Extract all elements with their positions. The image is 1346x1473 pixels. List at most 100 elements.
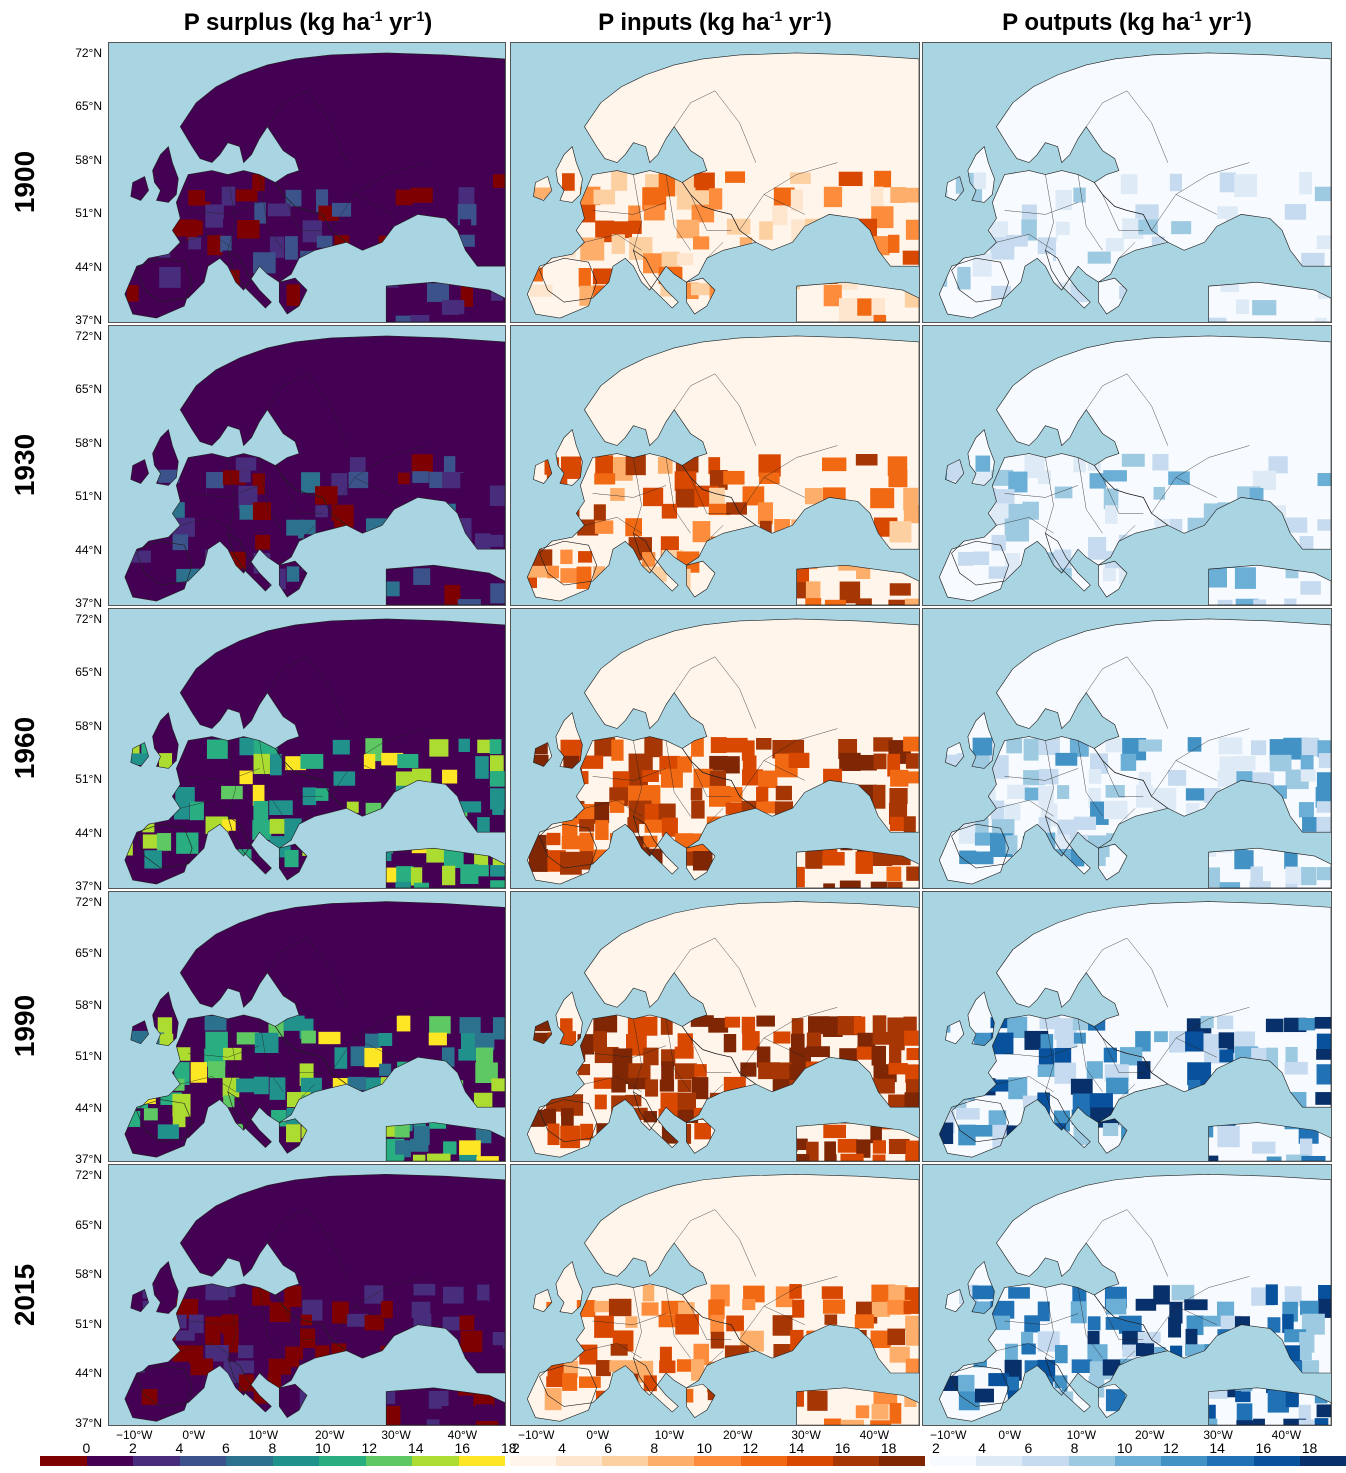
raster-cell — [142, 834, 159, 849]
colorbar-tick-label: 4 — [175, 1440, 184, 1456]
raster-cell — [459, 1140, 481, 1157]
raster-cell — [870, 1420, 892, 1425]
colorbar-swatch — [740, 1456, 787, 1466]
raster-cell — [1315, 1092, 1331, 1105]
raster-cell — [527, 567, 538, 589]
coastline — [1208, 1387, 1331, 1425]
raster-cell — [380, 1300, 393, 1319]
raster-cell — [611, 1077, 626, 1093]
raster-cell — [804, 488, 823, 505]
raster-cell — [159, 266, 181, 288]
latitude-tick-label: 58°N — [75, 997, 102, 1012]
colorbar-tick-label: 18 — [1301, 1440, 1318, 1456]
raster-cell — [872, 784, 886, 809]
raster-cell — [221, 1314, 239, 1335]
raster-cell — [1138, 739, 1162, 752]
raster-cell — [657, 457, 673, 474]
raster-cell — [758, 770, 778, 789]
raster-cell — [642, 770, 659, 782]
coastline — [1044, 532, 1091, 592]
raster-cell — [823, 883, 835, 888]
coastline — [152, 712, 179, 769]
raster-cell — [442, 1286, 464, 1304]
colorbar-swatch — [272, 1456, 319, 1466]
raster-cell — [903, 1300, 919, 1314]
raster-cell — [975, 817, 989, 838]
raster-cell — [364, 1047, 383, 1068]
raster-cell — [593, 1077, 616, 1089]
raster-cell — [1070, 1301, 1087, 1324]
raster-cell — [363, 1330, 384, 1343]
raster-cell — [642, 552, 656, 570]
raster-cell — [1314, 1016, 1331, 1029]
colorbar-tick-label: 10 — [1116, 1440, 1133, 1456]
raster-cell — [397, 1299, 421, 1310]
raster-cell — [490, 880, 505, 888]
colorbar-tick-label: 14 — [788, 1440, 805, 1456]
raster-cell — [380, 1154, 404, 1161]
raster-cell — [824, 1154, 837, 1161]
raster-cell — [742, 1298, 756, 1311]
raster-cell — [489, 771, 505, 787]
coastline — [1098, 1383, 1128, 1418]
colorbar-tick-label: 12 — [361, 1440, 378, 1456]
raster-cell — [381, 1124, 400, 1137]
longitude-tick-label: −10°W — [930, 1428, 967, 1442]
raster-cell — [708, 1299, 725, 1320]
raster-cell — [156, 833, 172, 851]
raster-cell — [822, 852, 845, 866]
raster-cell — [822, 457, 847, 472]
raster-cell — [222, 1077, 240, 1098]
raster-cell — [1284, 1061, 1308, 1075]
latitude-tick-label: 51°N — [75, 1316, 102, 1331]
raster-cell — [1203, 1315, 1226, 1327]
raster-cell — [1138, 219, 1158, 235]
raster-cell — [644, 736, 663, 758]
raster-cell — [205, 204, 224, 228]
raster-cell — [822, 1016, 843, 1037]
raster-cell — [792, 739, 805, 760]
raster-cell — [627, 817, 640, 833]
raster-cell — [1216, 1301, 1235, 1320]
raster-cell — [364, 1285, 384, 1304]
raster-cell — [1314, 186, 1331, 202]
raster-cell — [644, 819, 663, 833]
raster-cell — [856, 565, 871, 579]
coastline — [130, 1289, 149, 1313]
raster-cell — [871, 298, 885, 319]
longitude-tick-label: 20°W — [723, 1428, 753, 1442]
raster-cell — [412, 1154, 426, 1161]
raster-cell — [477, 864, 489, 877]
raster-cell — [458, 738, 470, 752]
raster-cell — [492, 1017, 505, 1040]
longitude-tick-label: 40°W — [1271, 1428, 1302, 1442]
coastline — [945, 176, 965, 201]
raster-cell — [332, 739, 350, 755]
raster-cell — [378, 1033, 393, 1047]
raster-cell — [141, 568, 160, 582]
row-label-1900: 1900 — [9, 150, 41, 214]
raster-cell — [1153, 486, 1166, 500]
coastline — [938, 1099, 1010, 1158]
raster-cell — [300, 1314, 312, 1326]
raster-cell — [1087, 1344, 1108, 1365]
raster-cell — [741, 1016, 756, 1034]
raster-cell — [395, 1388, 415, 1409]
raster-cell — [144, 850, 162, 869]
raster-cell — [1269, 754, 1292, 772]
row-label-2015: 2015 — [9, 1263, 41, 1327]
coastline — [533, 176, 553, 201]
raster-cell — [222, 819, 236, 831]
raster-cell — [236, 1360, 255, 1374]
column-title-inputs: P inputs (kg ha-1 yr-1) — [598, 8, 832, 36]
raster-cell — [1054, 1062, 1077, 1084]
raster-cell — [853, 1016, 866, 1035]
raster-cell — [1005, 1343, 1018, 1364]
coastline — [796, 847, 919, 888]
raster-cell — [411, 1404, 425, 1417]
country-borders — [180, 90, 426, 259]
raster-cell — [855, 754, 877, 771]
raster-cell — [1184, 1344, 1210, 1357]
coastline — [385, 1122, 505, 1161]
colorbar-tick-label: 10 — [315, 1440, 331, 1456]
